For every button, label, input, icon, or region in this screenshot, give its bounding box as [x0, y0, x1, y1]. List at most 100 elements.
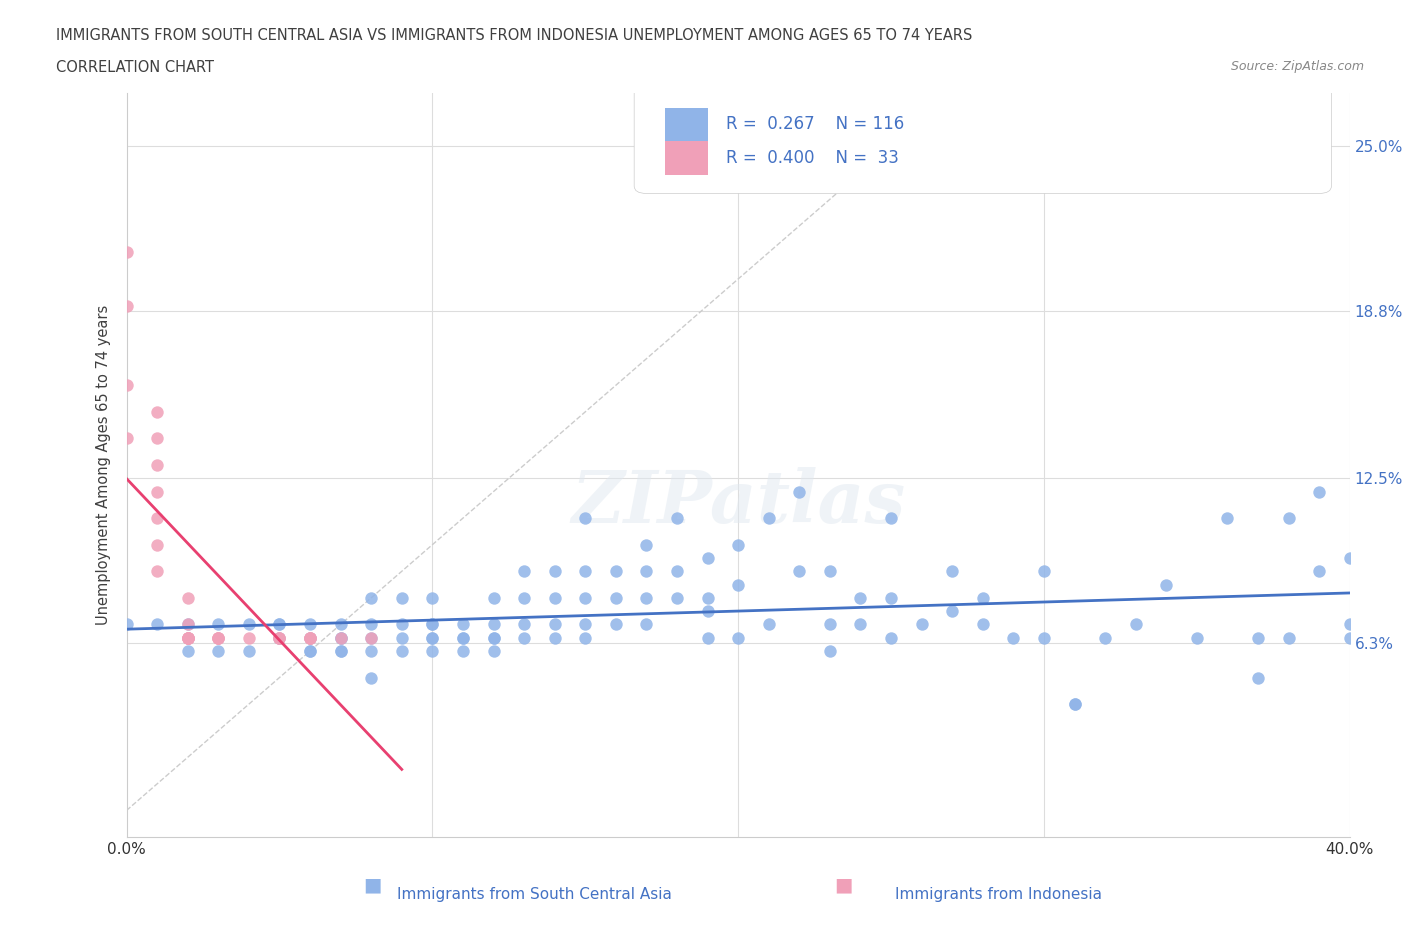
Point — [146, 617, 169, 631]
Point — [1278, 631, 1301, 645]
Point — [666, 564, 689, 578]
Point — [818, 564, 841, 578]
Point — [789, 485, 811, 499]
Point — [299, 631, 322, 645]
Point — [115, 245, 138, 259]
Point — [299, 644, 322, 658]
Point — [146, 405, 169, 419]
Point — [451, 617, 474, 631]
Point — [574, 631, 596, 645]
Point — [207, 631, 229, 645]
Point — [115, 299, 138, 313]
Point — [1400, 631, 1406, 645]
Point — [880, 591, 903, 605]
Point — [207, 631, 229, 645]
Point — [544, 564, 567, 578]
Point — [115, 617, 138, 631]
Point — [482, 644, 505, 658]
Point — [513, 564, 536, 578]
Point — [146, 538, 169, 552]
Text: R =  0.400    N =  33: R = 0.400 N = 33 — [725, 149, 898, 166]
Point — [177, 631, 200, 645]
Text: ■: ■ — [834, 876, 853, 895]
Point — [207, 631, 229, 645]
Point — [451, 644, 474, 658]
Point — [574, 564, 596, 578]
Point — [1339, 551, 1361, 565]
Point — [299, 631, 322, 645]
Point — [391, 617, 413, 631]
Point — [360, 617, 382, 631]
Point — [269, 617, 291, 631]
Point — [146, 458, 169, 472]
Point — [1033, 564, 1056, 578]
Point — [360, 631, 382, 645]
Point — [115, 378, 138, 392]
Point — [666, 591, 689, 605]
Point — [696, 591, 718, 605]
Point — [146, 564, 169, 578]
Point — [1369, 604, 1392, 618]
Point — [269, 631, 291, 645]
Text: Source: ZipAtlas.com: Source: ZipAtlas.com — [1230, 60, 1364, 73]
Point — [146, 511, 169, 525]
Point — [544, 591, 567, 605]
Point — [1094, 631, 1116, 645]
Point — [574, 511, 596, 525]
Point — [146, 431, 169, 445]
Point — [329, 631, 352, 645]
Point — [329, 631, 352, 645]
Point — [696, 604, 718, 618]
Point — [544, 617, 567, 631]
Point — [422, 617, 444, 631]
Point — [115, 431, 138, 445]
Text: Immigrants from South Central Asia: Immigrants from South Central Asia — [396, 887, 672, 902]
Point — [299, 617, 322, 631]
Text: ZIPatlas: ZIPatlas — [571, 467, 905, 538]
Point — [482, 631, 505, 645]
Point — [299, 644, 322, 658]
Point — [513, 617, 536, 631]
Point — [177, 617, 200, 631]
Point — [207, 617, 229, 631]
Point — [422, 631, 444, 645]
Point — [727, 538, 749, 552]
Point — [636, 538, 658, 552]
Point — [1278, 511, 1301, 525]
Point — [238, 617, 260, 631]
Point — [451, 631, 474, 645]
Point — [1308, 485, 1330, 499]
Point — [329, 644, 352, 658]
Point — [636, 617, 658, 631]
Point — [269, 631, 291, 645]
Point — [1063, 697, 1085, 711]
Point — [1308, 564, 1330, 578]
Point — [1185, 631, 1208, 645]
Point — [1063, 697, 1085, 711]
Point — [818, 617, 841, 631]
Point — [605, 591, 627, 605]
Point — [177, 591, 200, 605]
Point — [269, 631, 291, 645]
Point — [972, 591, 994, 605]
Point — [482, 617, 505, 631]
Point — [360, 591, 382, 605]
Point — [1156, 578, 1178, 592]
Point — [207, 644, 229, 658]
Point — [758, 617, 780, 631]
Point — [391, 644, 413, 658]
Point — [391, 591, 413, 605]
Text: ■: ■ — [363, 876, 382, 895]
Point — [269, 617, 291, 631]
Point — [941, 564, 963, 578]
Point — [299, 631, 322, 645]
Point — [1339, 617, 1361, 631]
Text: CORRELATION CHART: CORRELATION CHART — [56, 60, 214, 75]
Point — [1339, 631, 1361, 645]
Point — [177, 644, 200, 658]
Point — [1369, 631, 1392, 645]
Point — [605, 617, 627, 631]
Point — [727, 631, 749, 645]
Point — [1247, 631, 1270, 645]
Point — [422, 617, 444, 631]
